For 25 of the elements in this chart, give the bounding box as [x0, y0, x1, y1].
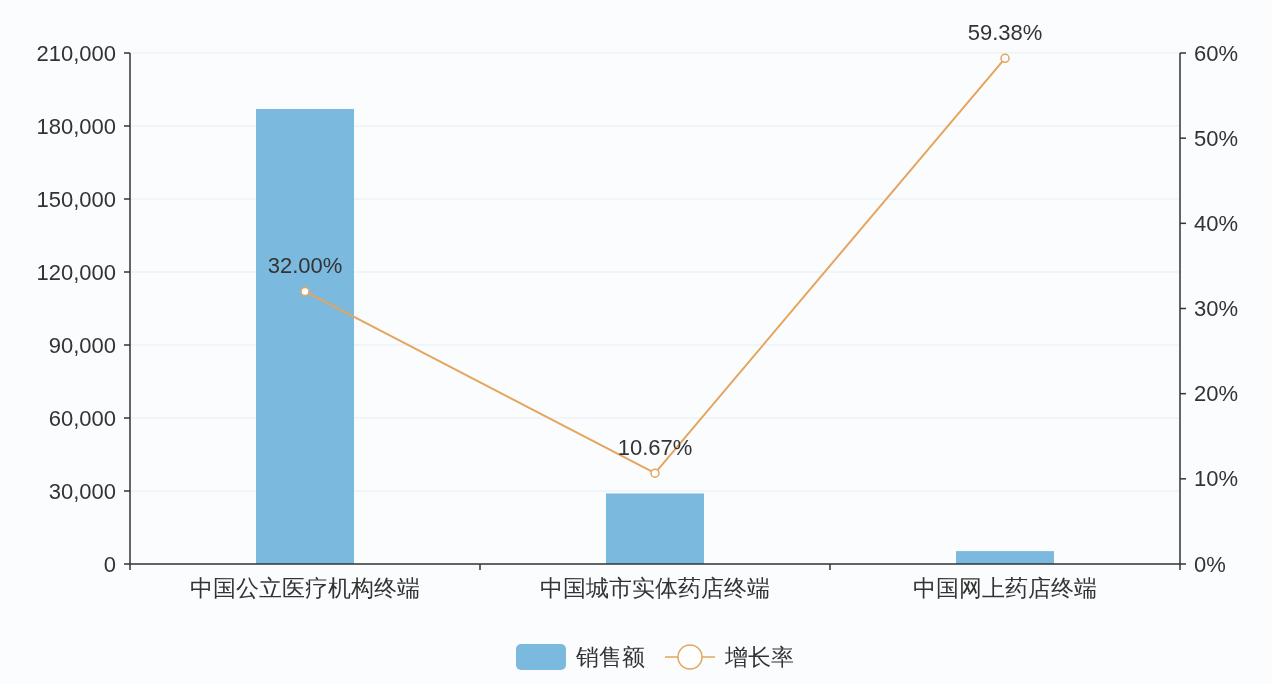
data-label: 32.00% — [267, 253, 343, 279]
y2-tick-label: 0% — [1194, 551, 1226, 577]
data-label: 59.38% — [967, 20, 1043, 46]
y2-tick-label: 30% — [1194, 296, 1239, 321]
legend-label: 增长率 — [724, 644, 794, 670]
y-tick-label: 0 — [103, 551, 116, 577]
point — [650, 468, 660, 478]
y-tick-label: 30,000 — [48, 478, 116, 504]
y2-tick-label: 60% — [1194, 40, 1239, 66]
y2-tick-label: 50% — [1194, 125, 1239, 151]
y2-tick-label: 40% — [1194, 210, 1239, 236]
y2-tick-label: 20% — [1194, 381, 1239, 407]
y-tick-label: 150,000 — [36, 186, 116, 212]
y-tick-label: 180,000 — [36, 113, 116, 139]
y2-tick-label: 10% — [1194, 466, 1239, 492]
legend-label: 销售额 — [575, 644, 645, 670]
point — [1000, 53, 1010, 64]
y-tick-label: 60,000 — [48, 405, 116, 431]
y-tick-label: 210,000 — [36, 40, 116, 66]
point — [300, 286, 310, 297]
x-tick-label: 中国城市实体药店终端 — [540, 575, 770, 601]
x-tick-label: 中国网上药店终端 — [913, 575, 1097, 601]
x-tick-label: 中国公立医疗机构终端 — [190, 575, 420, 601]
y-tick-label: 120,000 — [36, 259, 116, 285]
y-tick-label: 90,000 — [48, 332, 116, 358]
